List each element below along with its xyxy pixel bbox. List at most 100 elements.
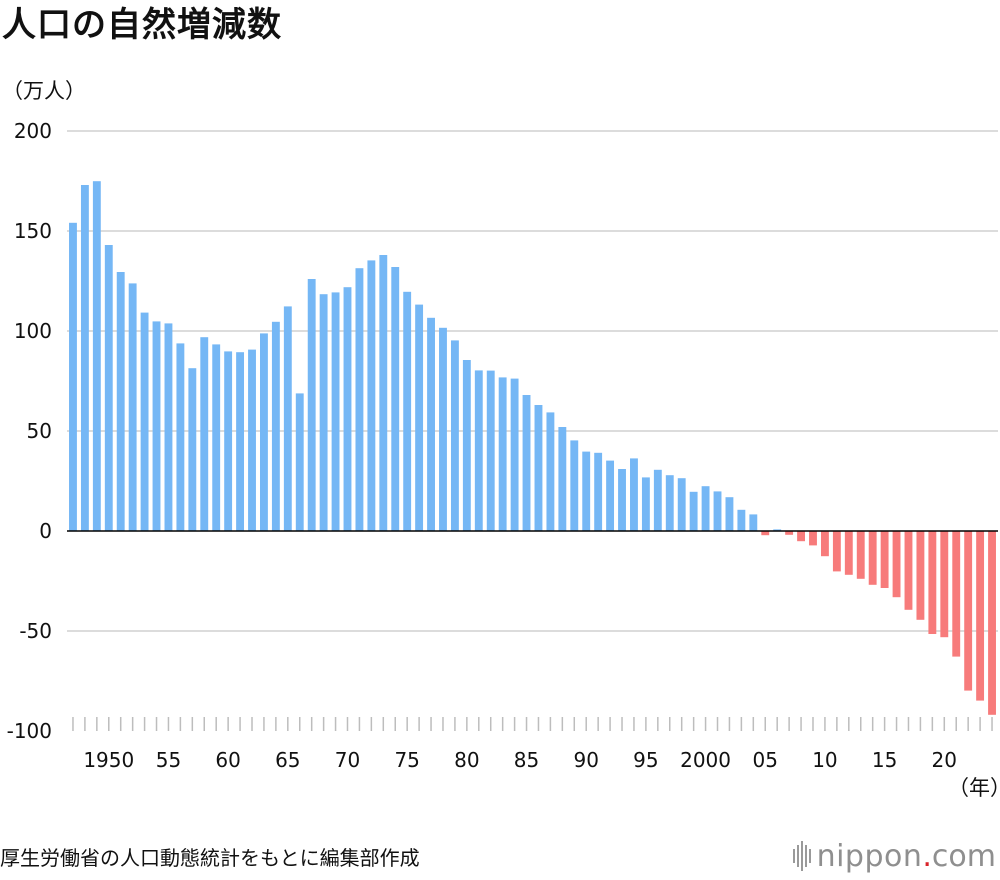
- bar: [713, 491, 722, 531]
- x-tick-label: 2000: [680, 748, 731, 772]
- x-tick-labels: 1950 55 60 65 70 75 80 85 90 95 2000 05 10 15 20: [83, 748, 957, 772]
- bar: [630, 458, 638, 531]
- bar: [128, 283, 137, 531]
- bar: [558, 427, 567, 531]
- bar: [224, 351, 233, 531]
- x-tick-label: 05: [753, 748, 778, 772]
- bar: [725, 497, 734, 531]
- bar: [295, 393, 304, 531]
- bar: [701, 486, 710, 531]
- x-tick-label: 15: [872, 748, 897, 772]
- bar: [343, 287, 352, 531]
- bar: [832, 531, 841, 572]
- bar: [785, 531, 794, 535]
- y-tick-labels: 200 150 100 50 0 -50 -100: [7, 119, 52, 743]
- logo-name: nippon: [816, 838, 923, 874]
- bars: [69, 181, 996, 715]
- y-tick-label: 100: [14, 319, 52, 343]
- bar: [844, 531, 853, 575]
- x-tick-label: 90: [573, 748, 598, 772]
- logo-dot: .: [922, 838, 932, 874]
- bar: [952, 531, 961, 657]
- bar: [522, 395, 531, 531]
- bar: [367, 260, 376, 531]
- x-tick-label: 70: [335, 748, 360, 772]
- bar: [916, 531, 925, 620]
- bar: [200, 337, 209, 531]
- bar: [868, 531, 877, 585]
- bar: [439, 327, 447, 531]
- x-axis-unit: （年）: [948, 776, 1000, 800]
- y-tick-label: 50: [27, 419, 52, 443]
- bar: [248, 349, 256, 531]
- bar: [665, 475, 674, 531]
- bar: [606, 460, 615, 531]
- bar: [450, 340, 459, 531]
- bar: [534, 405, 543, 531]
- bar: [427, 317, 435, 531]
- bar: [212, 344, 221, 531]
- bar: [307, 279, 316, 531]
- bar: [641, 477, 650, 531]
- bar: [116, 272, 125, 531]
- bar: [964, 531, 973, 691]
- bar: [486, 370, 495, 531]
- bar: [856, 531, 865, 579]
- bar: [462, 360, 471, 531]
- bar: [546, 412, 555, 531]
- bar: [80, 185, 89, 531]
- x-tick-label: 1950: [83, 748, 134, 772]
- bar: [236, 352, 245, 531]
- x-tick-label: 75: [394, 748, 419, 772]
- bar: [331, 292, 340, 531]
- bar: [880, 531, 889, 588]
- bar: [570, 440, 579, 531]
- x-tick-label: 60: [215, 748, 240, 772]
- bar: [260, 333, 268, 531]
- x-tick-label: 20: [932, 748, 957, 772]
- x-tick-label: 65: [275, 748, 300, 772]
- bar: [379, 255, 388, 531]
- bar: [415, 304, 424, 531]
- y-tick-label: 0: [39, 519, 52, 543]
- bar: [677, 478, 686, 531]
- bar: [797, 531, 805, 542]
- y-tick-label: -50: [19, 619, 52, 643]
- grid-lines: [67, 130, 998, 632]
- bar: [474, 370, 483, 531]
- bar: [152, 321, 161, 531]
- bar: [140, 312, 149, 531]
- x-tick-label: 10: [812, 748, 837, 772]
- bar: [749, 514, 758, 531]
- bar: [988, 531, 996, 715]
- bar: [188, 368, 197, 531]
- bar: [582, 451, 591, 531]
- x-tick-label: 55: [156, 748, 181, 772]
- bar: [403, 291, 412, 531]
- bar: [498, 377, 507, 531]
- bar: [689, 491, 698, 531]
- bar: [176, 343, 185, 531]
- bar: [594, 452, 603, 531]
- logo-bars-icon: [792, 841, 811, 871]
- x-tick-label: 80: [454, 748, 479, 772]
- bar: [809, 531, 817, 546]
- bar: [928, 531, 937, 634]
- bar: [92, 181, 101, 531]
- bar: [164, 323, 173, 531]
- x-tick-label: 95: [633, 748, 658, 772]
- source-note: 厚生労働省の人口動態統計をもとに編集部作成: [0, 846, 420, 870]
- bar: [761, 531, 770, 536]
- bar: [355, 268, 364, 531]
- nippon-logo: nippon. com: [792, 836, 996, 876]
- bar: [653, 469, 662, 531]
- chart-title: 人口の自然増減数: [2, 5, 282, 45]
- bar: [69, 222, 77, 532]
- bar: [319, 294, 328, 531]
- bar: [510, 378, 519, 531]
- bar: [271, 321, 280, 531]
- bar: [892, 531, 901, 598]
- bar: [737, 509, 746, 531]
- bar: [391, 267, 400, 531]
